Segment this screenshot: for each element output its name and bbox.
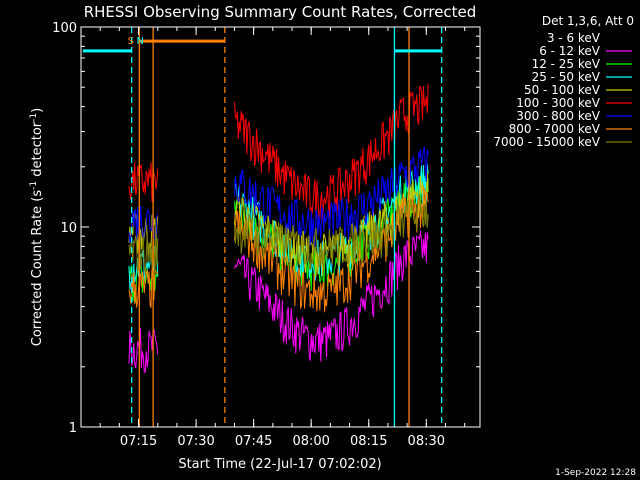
legend-label-0: 3 - 6 keV [547, 31, 601, 45]
legend-label-1: 6 - 12 keV [539, 44, 601, 58]
footer-date: 1-Sep-2022 12:28 [555, 468, 636, 478]
annotation-n: N [136, 36, 143, 47]
x-axis-label: Start Time (22-Jul-17 07:02:02) [178, 457, 381, 472]
x-tick-label: 08:15 [350, 434, 387, 449]
x-tick-label: 07:15 [120, 434, 157, 449]
x-tick-label: 08:00 [292, 434, 329, 449]
legend-label-7: 800 - 7000 keV [509, 122, 601, 136]
y-tick-label: 100 [52, 21, 77, 36]
legend-label-3: 25 - 50 keV [532, 70, 601, 84]
legend-title: Det 1,3,6, Att 0 [542, 14, 634, 28]
x-tick-label: 07:30 [177, 434, 214, 449]
annotation-s: S [128, 36, 134, 47]
legend-label-8: 7000 - 15000 keV [493, 135, 600, 149]
legend-label-6: 300 - 800 keV [516, 109, 600, 123]
y-tick-label: 1 [69, 421, 77, 436]
chart-title: RHESSI Observing Summary Count Rates, Co… [84, 3, 477, 21]
x-tick-label: 07:45 [235, 434, 272, 449]
legend-label-2: 12 - 25 keV [532, 57, 601, 71]
legend-label-5: 100 - 300 keV [516, 96, 600, 110]
y-axis-label: Corrected Count Rate (s-1 detector-1) [29, 108, 45, 346]
legend-label-4: 50 - 100 keV [524, 83, 601, 97]
x-tick-label: 08:30 [408, 434, 445, 449]
y-tick-label: 10 [60, 221, 77, 236]
